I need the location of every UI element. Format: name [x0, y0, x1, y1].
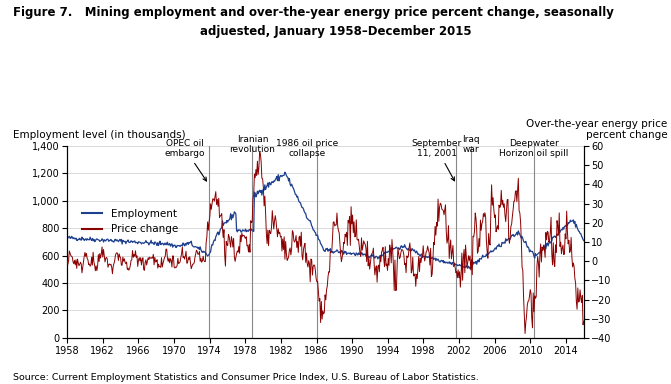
Text: OPEC oil
embargo: OPEC oil embargo [164, 139, 207, 181]
Legend: Employment, Price change: Employment, Price change [77, 205, 183, 238]
Text: Source: Current Employment Statistics and Consumer Price Index, U.S. Bureau of L: Source: Current Employment Statistics an… [13, 373, 479, 382]
Text: Iranian
revolution: Iranian revolution [229, 135, 275, 154]
Text: Employment level (in thousands): Employment level (in thousands) [13, 130, 186, 140]
Text: adjuested, January 1958–December 2015: adjuested, January 1958–December 2015 [200, 25, 471, 38]
Text: Figure 7.   Mining employment and over-the-year energy price percent change, sea: Figure 7. Mining employment and over-the… [13, 6, 614, 19]
Text: Over-the-year energy price
percent change: Over-the-year energy price percent chang… [526, 119, 668, 140]
Text: Iraq
war: Iraq war [462, 135, 480, 154]
Text: Deepwater
Horizon oil spill: Deepwater Horizon oil spill [499, 139, 568, 158]
Text: 1986 oil price
collapse: 1986 oil price collapse [276, 139, 339, 158]
Text: September
11, 2001: September 11, 2001 [412, 139, 462, 181]
